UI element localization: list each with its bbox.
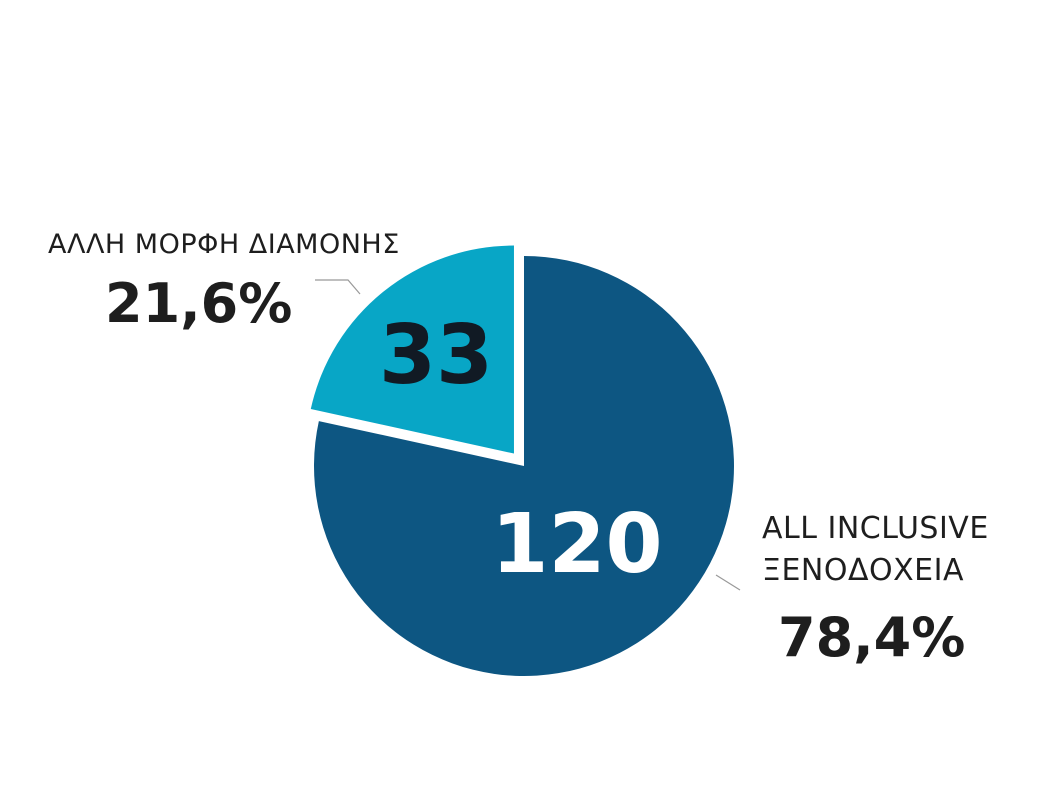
slice-value-label-other-accommodation: 33 (379, 308, 493, 403)
pie-slice-all-inclusive (313, 256, 734, 676)
slice-value-label-all-inclusive: 120 (491, 497, 662, 592)
leader-line-all-inclusive (715, 574, 741, 591)
leader-line-other-accommodation (315, 279, 361, 295)
slice-percent-all-inclusive: 78,4% (778, 606, 965, 669)
slice-name-line2-all-inclusive: ΞΕΝΟΔΟΧΕΙΑ (762, 553, 964, 588)
slice-name-line1-all-inclusive: ALL INCLUSIVE (762, 511, 989, 546)
slice-percent-other-accommodation: 21,6% (105, 272, 292, 335)
slice-name-other-accommodation: ΑΛΛΗ ΜΟΡΦΗ ΔΙΑΜΟΝΗΣ (48, 229, 400, 260)
pie-slice-other-accommodation (310, 245, 514, 454)
